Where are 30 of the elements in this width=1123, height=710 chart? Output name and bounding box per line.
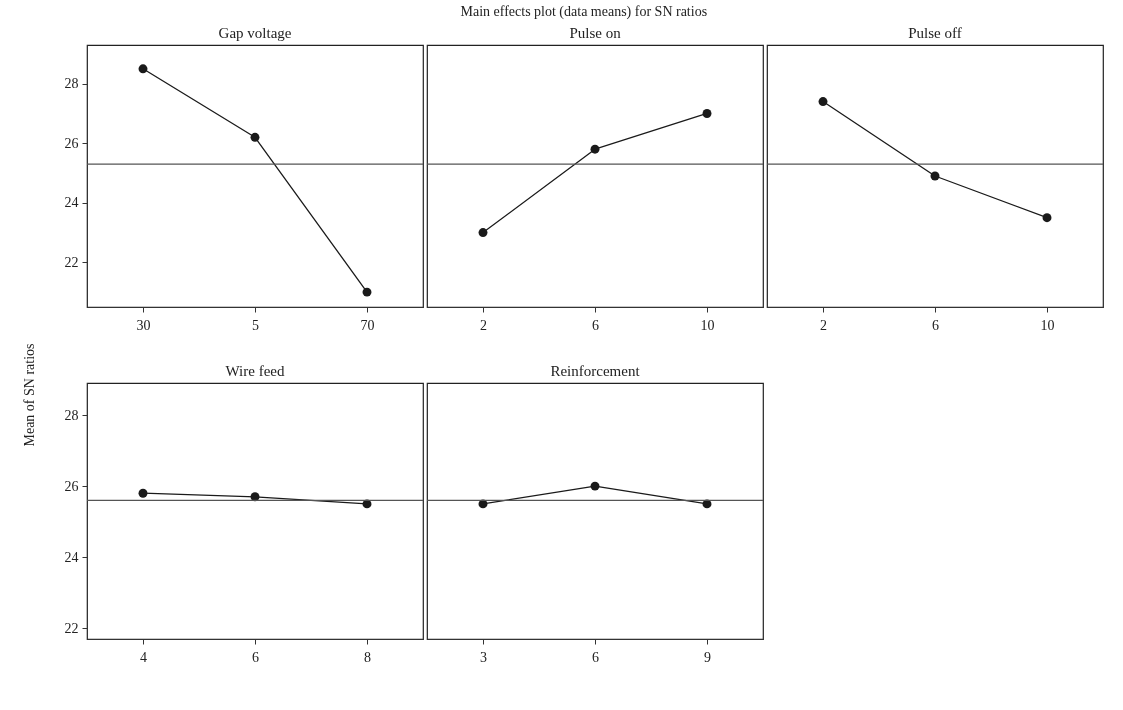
y-tick-label: 22	[64, 254, 79, 270]
x-tick-label: 6	[592, 317, 599, 333]
chart-title: Wire feed	[225, 363, 285, 379]
x-tick-label: 8	[364, 649, 371, 665]
chart-title: Pulse off	[908, 25, 962, 41]
text: Main effects plot (data means) for SN ratios	[460, 4, 708, 21]
x-tick-label: 4	[140, 649, 147, 665]
chart-title: Pulse on	[569, 25, 622, 41]
x-tick-label: 30	[136, 317, 151, 333]
x-tick-label: 70	[360, 317, 375, 333]
y-tick-label: 26	[64, 135, 79, 151]
x-tick-label: 6	[932, 317, 939, 333]
y-tick-label: 28	[64, 407, 79, 423]
x-tick-label: 6	[252, 649, 259, 665]
x-tick-label: 5	[252, 317, 259, 333]
x-tick-label: 6	[592, 649, 599, 665]
y-tick-label: 22	[64, 620, 79, 636]
chart-title: Reinforcement	[550, 363, 641, 379]
x-tick-label: 2	[820, 317, 827, 333]
y-tick-label: 24	[64, 195, 79, 211]
y-tick-label: 26	[64, 478, 79, 494]
x-tick-label: 9	[704, 649, 711, 665]
x-tick-label: 10	[1040, 317, 1055, 333]
x-tick-label: 10	[700, 317, 715, 333]
y-axis-title: Mean of SN ratios	[22, 343, 38, 447]
y-tick-label: 28	[64, 76, 79, 92]
x-tick-label: 2	[480, 317, 487, 333]
y-tick-label: 24	[64, 549, 79, 565]
x-tick-label: 3	[480, 649, 487, 665]
chart-title: Gap voltage	[218, 25, 292, 41]
